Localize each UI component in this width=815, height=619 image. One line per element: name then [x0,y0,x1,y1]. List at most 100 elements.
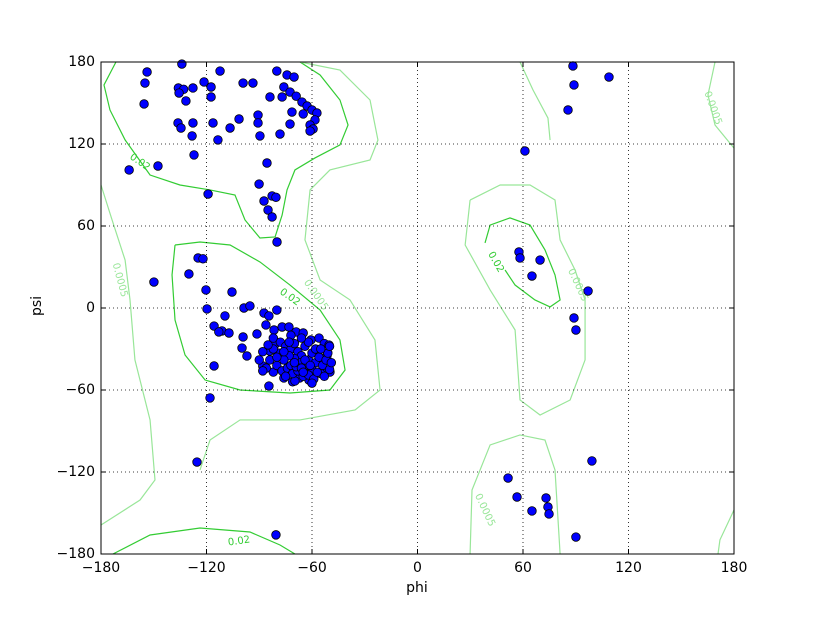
point [184,269,194,279]
y-tick-label: −60 [65,382,95,398]
point [153,161,163,171]
point [188,83,198,93]
point [262,158,272,168]
point [268,333,279,343]
point [139,99,149,109]
contour-line [199,61,381,471]
point [198,254,208,264]
point [527,271,537,281]
point [205,393,215,403]
point [316,344,326,354]
contour-line [519,61,551,141]
point [248,78,258,88]
point [238,332,248,342]
point [319,371,330,382]
point [214,327,224,337]
point [312,367,322,377]
contour-label: 0.02 [227,534,251,548]
point [512,492,522,502]
point [199,77,209,87]
point [264,381,274,391]
point [285,119,295,129]
point [280,371,291,382]
point [568,61,578,71]
point [520,146,530,156]
point [242,351,252,361]
contour-line [171,241,346,394]
point [201,285,211,295]
contour-line [717,509,735,555]
point [272,352,282,362]
contour-label: 0.02 [277,287,302,309]
point [289,72,299,82]
point [252,329,262,339]
x-tick-label: 180 [721,560,748,576]
contour-line [103,61,349,239]
point [272,66,282,76]
point [277,92,287,102]
contour-label: 0.0005 [701,90,723,127]
point [220,311,230,321]
y-tick-label: 60 [77,218,95,234]
point [237,343,247,353]
contour-line [112,527,296,555]
point [284,337,294,347]
point [265,92,275,102]
x-tick-label: 120 [615,560,642,576]
point [224,328,234,338]
point [271,530,281,540]
point [206,92,216,102]
x-tick-label: 60 [514,560,532,576]
y-tick-label: 180 [68,54,95,70]
point [279,82,289,92]
plot-frame [100,61,735,555]
point [298,367,308,377]
point [604,72,614,82]
point [263,340,273,350]
point [238,78,248,88]
point [544,509,554,519]
y-tick-label: 120 [68,136,95,152]
point [140,78,150,88]
point [267,212,277,222]
point [215,66,225,76]
point [258,366,268,376]
point [569,313,579,323]
point [253,118,263,128]
point [176,123,186,133]
point [213,135,223,145]
point [261,320,271,330]
point [296,333,307,343]
point [307,378,317,388]
point [254,179,264,189]
point [202,304,212,314]
point [187,131,197,141]
point [124,165,134,175]
contour-line [707,61,735,149]
point [269,325,279,335]
point [208,118,218,128]
point [291,91,301,101]
contour-label: 0.02 [485,250,506,275]
point [177,59,187,69]
x-tick-label: −60 [297,560,327,576]
point [189,150,199,160]
point [503,473,513,483]
point [305,360,315,371]
point [289,357,300,368]
point [181,96,191,106]
point [174,88,184,98]
contour-label: 0.0005 [565,267,590,303]
point [209,361,219,371]
point [258,347,268,357]
contour-line [469,434,561,555]
x-tick-label: −180 [82,560,120,576]
point [264,311,274,321]
point [326,357,337,368]
point [527,506,537,516]
point [255,131,265,141]
y-tick-label: −180 [57,546,95,562]
point [571,532,581,542]
contour-line [464,184,586,416]
